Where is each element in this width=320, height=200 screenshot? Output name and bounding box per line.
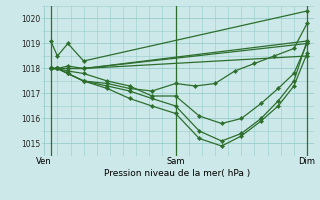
X-axis label: Pression niveau de la mer( hPa ): Pression niveau de la mer( hPa ) — [104, 169, 251, 178]
